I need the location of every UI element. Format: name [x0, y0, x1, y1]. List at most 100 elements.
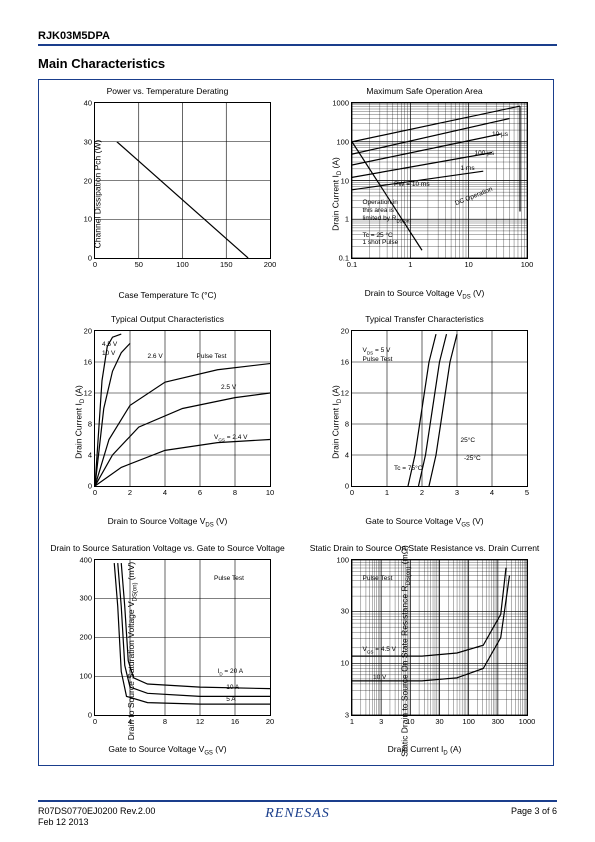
x-tick: 4 — [490, 488, 494, 497]
footer-doc: R07DS0770EJ0200 Rev.2.00 — [38, 806, 155, 817]
chart-annotation: VGS = 2.4 V — [214, 434, 248, 442]
y-tick: 10 — [341, 176, 349, 185]
chart-annotation: 1 shot Pulse — [363, 239, 399, 246]
chart-annotation: 2.6 V — [148, 353, 163, 360]
chart-title: Drain to Source Saturation Voltage vs. G… — [39, 543, 296, 553]
x-tick: 0 — [93, 488, 97, 497]
x-tick: 100 — [462, 717, 475, 726]
y-tick: 8 — [88, 420, 92, 429]
y-tick: 16 — [341, 358, 349, 367]
x-axis-label: Gate to Source Voltage VGS (V) — [296, 516, 553, 529]
x-tick: 200 — [264, 260, 277, 269]
chart-c2: Maximum Safe Operation Area Drain Current… — [296, 80, 553, 308]
y-tick: 8 — [345, 420, 349, 429]
y-tick: 10 — [84, 215, 92, 224]
header-rule — [38, 44, 557, 46]
chart-title: Static Drain to Source On State Resistan… — [296, 543, 553, 553]
x-tick: 8 — [163, 717, 167, 726]
x-tick: 1 — [385, 488, 389, 497]
x-tick: 300 — [492, 717, 505, 726]
x-tick: 1 — [408, 260, 412, 269]
chart-annotation: Pulse Test — [363, 356, 393, 363]
y-tick: 20 — [84, 327, 92, 336]
y-axis-label: Drain Current ID (A) — [331, 157, 344, 231]
chart-c5: Drain to Source Saturation Voltage vs. G… — [39, 537, 296, 765]
plot-area: 0481216200100200300400Pulse TestID = 20 … — [94, 559, 271, 716]
x-tick: 4 — [128, 717, 132, 726]
chart-annotation: Pulse Test — [363, 575, 393, 582]
plot-area: 131030100300100031030100Pulse TestVGS = … — [351, 559, 528, 716]
y-tick: 40 — [84, 99, 92, 108]
y-tick: 30 — [341, 607, 349, 616]
x-tick: 100 — [176, 260, 189, 269]
x-axis-label: Case Temperature Tc (°C) — [39, 290, 296, 300]
x-axis-label: Gate to Source Voltage VGS (V) — [39, 744, 296, 757]
footer-date: Feb 12 2013 — [38, 817, 155, 828]
x-tick: 4 — [163, 488, 167, 497]
x-tick: 30 — [435, 717, 443, 726]
chart-c4: Typical Transfer CharacteristicsDrain Cu… — [296, 308, 553, 536]
x-tick: 10 — [464, 260, 472, 269]
chart-annotation: VDS = 5 V — [363, 347, 391, 355]
x-tick: 10 — [266, 488, 274, 497]
y-tick: 12 — [84, 389, 92, 398]
chart-annotation: ID = 20 A — [218, 668, 244, 676]
footer-docinfo: R07DS0770EJ0200 Rev.2.00 Feb 12 2013 — [38, 806, 155, 828]
chart-title: Maximum Safe Operation Area — [296, 86, 553, 96]
x-tick: 3 — [379, 717, 383, 726]
chart-title: Typical Transfer Characteristics — [296, 314, 553, 324]
chart-annotation: 4.5 V — [102, 341, 117, 348]
chart-annotation: 10 V — [102, 350, 115, 357]
chart-annotation: Pulse Test — [197, 353, 227, 360]
footer-brand: RENESAS — [265, 806, 330, 822]
plot-area: 02468100481216204.5 V10 V2.6 VPulse Test… — [94, 330, 271, 487]
y-tick: 20 — [84, 176, 92, 185]
y-tick: 200 — [79, 633, 92, 642]
chart-annotation: this area is — [363, 207, 394, 214]
y-tick: 0 — [88, 254, 92, 263]
x-tick: 2 — [420, 488, 424, 497]
chart-title: Typical Output Characteristics — [39, 314, 296, 324]
x-tick: 2 — [128, 488, 132, 497]
y-tick: 1 — [345, 215, 349, 224]
chart-annotation: 100 µs — [475, 150, 495, 157]
x-tick: 5 — [525, 488, 529, 497]
x-tick: 100 — [521, 260, 534, 269]
x-tick: 8 — [233, 488, 237, 497]
x-tick: 20 — [266, 717, 274, 726]
x-tick: 50 — [135, 260, 143, 269]
plot-area: 0.11101000.1110100100010 µs100 µs1 msPW … — [351, 102, 528, 259]
y-tick: 16 — [84, 358, 92, 367]
x-tick: 3 — [455, 488, 459, 497]
y-tick: 100 — [336, 137, 349, 146]
y-tick: 0 — [345, 482, 349, 491]
y-tick: 4 — [88, 451, 92, 460]
y-tick: 0 — [88, 482, 92, 491]
chart-c1: Power vs. Temperature DeratingChannel Di… — [39, 80, 296, 308]
x-tick: 1 — [350, 717, 354, 726]
chart-annotation: PW = 10 ms — [394, 181, 430, 188]
chart-annotation: Pulse Test — [214, 575, 244, 582]
y-tick: 100 — [336, 555, 349, 564]
x-tick: 12 — [196, 717, 204, 726]
chart-annotation: Tc = 25 °C — [363, 232, 393, 239]
y-tick: 0 — [88, 710, 92, 719]
chart-annotation: 10 V — [373, 674, 386, 681]
chart-annotation: Operation in — [363, 199, 398, 206]
chart-annotation: 2.5 V — [221, 384, 236, 391]
chart-annotation: 10 µs — [492, 131, 508, 138]
y-tick: 12 — [341, 389, 349, 398]
y-tick: 30 — [84, 137, 92, 146]
x-axis-label: Drain to Source Voltage VDS (V) — [296, 288, 553, 301]
y-tick: 1000 — [332, 99, 349, 108]
y-tick: 100 — [79, 671, 92, 680]
chart-annotation: Tc = 75°C — [394, 465, 422, 472]
chart-annotation: -25°C — [464, 455, 481, 462]
x-tick: 6 — [198, 488, 202, 497]
y-tick: 300 — [79, 594, 92, 603]
y-tick: 0.1 — [339, 254, 349, 263]
chart-annotation: limited by RDS(on) — [363, 215, 411, 223]
y-tick: 20 — [341, 327, 349, 336]
chart-title: Power vs. Temperature Derating — [39, 86, 296, 96]
x-tick: 1000 — [519, 717, 536, 726]
